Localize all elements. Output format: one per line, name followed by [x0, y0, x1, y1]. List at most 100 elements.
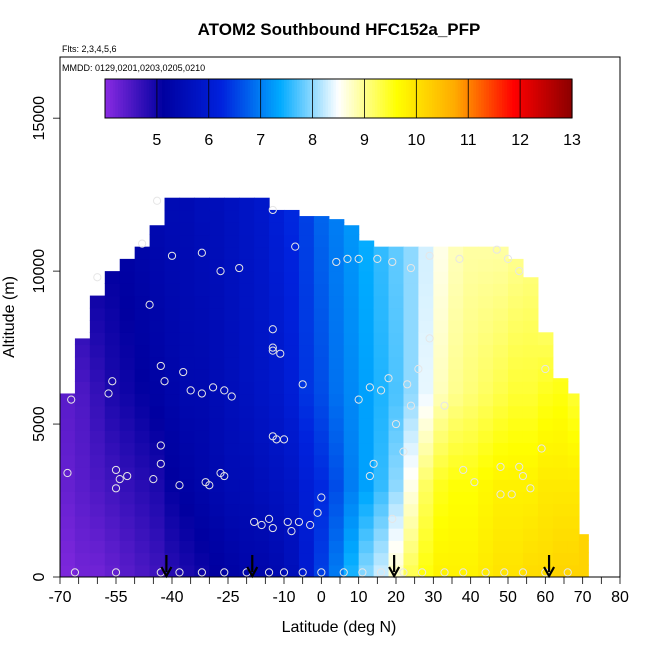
heatmap-field — [60, 197, 589, 577]
colorbar-segment — [476, 79, 480, 118]
heatmap-cell — [89, 442, 106, 456]
colorbar-segment — [237, 79, 241, 118]
heatmap-cell — [478, 405, 494, 419]
heatmap-cell — [508, 295, 524, 309]
heatmap-cell — [74, 515, 91, 529]
heatmap-cell — [388, 332, 405, 346]
heatmap-cell — [463, 332, 479, 346]
heatmap-cell — [537, 393, 554, 407]
heatmap-cell — [224, 540, 240, 554]
heatmap-cell — [418, 320, 434, 333]
heatmap-cell — [179, 356, 195, 370]
sample-point — [298, 380, 307, 389]
sample-point — [123, 471, 132, 481]
heatmap-cell — [119, 454, 136, 468]
colorbar-segment — [395, 79, 399, 118]
heatmap-cell — [313, 515, 330, 529]
heatmap-cell — [119, 332, 136, 346]
heatmap-cell — [179, 405, 195, 419]
sample-point — [503, 254, 513, 263]
sample-point — [197, 389, 206, 398]
heatmap-cell — [537, 503, 554, 517]
heatmap-cell — [508, 479, 524, 492]
heatmap-cell — [254, 271, 270, 284]
heatmap-cell — [358, 240, 375, 248]
heatmap-cell — [134, 491, 151, 505]
heatmap-cell — [254, 295, 270, 309]
sample-point — [399, 447, 408, 456]
sample-point — [268, 325, 277, 334]
heatmap-cell — [164, 491, 181, 505]
colorbar-segment — [284, 79, 288, 118]
heatmap-cell — [552, 393, 569, 407]
colorbar-segment — [294, 79, 298, 118]
heatmap-cell — [388, 552, 405, 566]
heatmap-cell — [463, 491, 479, 505]
x-tick-label: 0 — [317, 589, 326, 606]
heatmap-cell — [74, 479, 91, 492]
heatmap-cell — [269, 381, 285, 395]
heatmap-cell — [463, 295, 479, 309]
colorbar-segment — [431, 79, 436, 118]
heatmap-cell — [74, 564, 91, 577]
heatmap-cell — [179, 552, 195, 566]
sample-point — [518, 471, 528, 481]
heatmap-cell — [358, 258, 375, 272]
heatmap-cell — [508, 552, 524, 566]
sample-point — [104, 389, 113, 398]
heatmap-cell — [60, 503, 76, 517]
sample-point — [496, 462, 505, 471]
heatmap-cell — [418, 246, 434, 260]
heatmap-cell — [328, 332, 345, 346]
heatmap-cell — [537, 540, 554, 554]
heatmap-cell — [537, 479, 554, 492]
colorbar-segment — [258, 79, 262, 118]
heatmap-cell — [134, 381, 151, 395]
heatmap-cell — [224, 430, 240, 444]
heatmap-cell — [179, 381, 195, 395]
heatmap-cell — [343, 515, 360, 529]
heatmap-cell — [224, 491, 240, 505]
colorbar-segment — [535, 79, 539, 118]
colorbar-segment — [561, 79, 565, 118]
heatmap-cell — [224, 209, 240, 223]
heatmap-cell — [239, 405, 255, 419]
heatmap-cell — [164, 209, 181, 223]
colorbar-segment — [478, 79, 482, 118]
heatmap-cell — [164, 540, 181, 554]
heatmap-cell — [328, 503, 345, 517]
heatmap-cell — [343, 258, 360, 272]
heatmap-cell — [254, 442, 270, 456]
heatmap-cell — [433, 320, 449, 333]
heatmap-cell — [119, 442, 136, 456]
sample-point — [406, 263, 416, 273]
heatmap-cell — [89, 344, 106, 358]
colorbar-segment — [442, 79, 446, 118]
colorbar-segment — [125, 79, 129, 118]
colorbar-segment — [265, 79, 270, 118]
heatmap-cell — [224, 479, 240, 492]
sample-point — [515, 462, 524, 471]
heatmap-cell — [194, 209, 210, 223]
heatmap-cell — [493, 503, 509, 517]
colorbar-segment — [364, 79, 368, 118]
colorbar-segment — [136, 79, 140, 118]
heatmap-cell — [433, 479, 449, 492]
heatmap-cell — [358, 271, 375, 284]
colorbar-tick-label: 13 — [563, 132, 581, 149]
heatmap-cell — [508, 320, 524, 333]
heatmap-cell — [164, 393, 181, 407]
heatmap-cell — [343, 246, 360, 260]
colorbar-segment — [457, 79, 462, 118]
heatmap-cell — [328, 344, 345, 358]
heatmap-cell — [298, 222, 315, 236]
heatmap-cell — [448, 344, 464, 358]
heatmap-cell — [537, 381, 554, 395]
heatmap-cell — [343, 564, 360, 577]
colorbar-segment — [307, 79, 311, 118]
heatmap-cell — [313, 320, 330, 333]
heatmap-cell — [358, 246, 375, 260]
heatmap-cell — [358, 356, 375, 370]
colorbar-tick-label: 12 — [511, 132, 529, 149]
heatmap-cell — [478, 417, 494, 431]
